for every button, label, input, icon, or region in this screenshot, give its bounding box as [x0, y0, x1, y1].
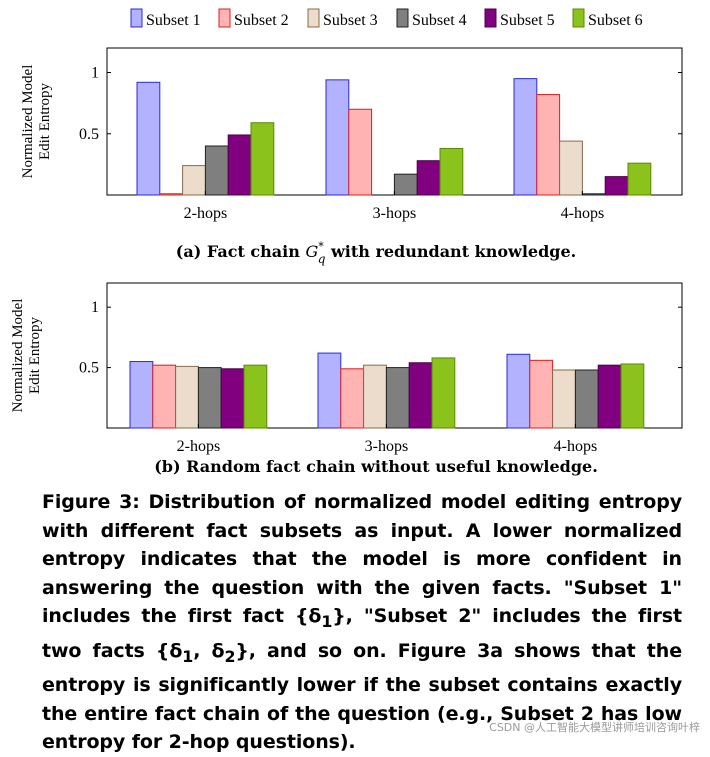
bar-4-hops-subset-6: [620, 363, 645, 429]
chart-panel-a: 0.5 1 Normalized Model Edit Entropy 2-hops 3-…: [20, 47, 683, 266]
bar-3-hops-subset-2: [340, 368, 365, 429]
x-tick-label-3: 4-hops: [554, 438, 598, 455]
bar-4-hops-subset-3: [552, 369, 576, 429]
bar-4-hops-subset-2: [529, 359, 554, 429]
bar-4-hops-subset-6: [627, 162, 652, 196]
bar-3-hops-subset-5: [416, 160, 441, 196]
bar-2-hops-subset-2: [159, 193, 184, 196]
bar-2-hops-subset-2: [152, 364, 177, 429]
legend-label-1: Subset 1: [146, 12, 201, 29]
legend: Subset 1 Subset 2 Subset 3 Subset 4 Subset 5…: [130, 8, 643, 29]
bar-4-hops-subset-5: [597, 364, 622, 429]
bar-4-hops-subset-1: [513, 78, 538, 196]
figure-caption-sub-1: 1: [321, 612, 333, 632]
bar-3-hops-subset-6: [431, 357, 456, 429]
legend-label-4: Subset 4: [412, 12, 467, 29]
bar-4-hops-subset-1: [506, 353, 531, 429]
bar-2-hops-subset-3: [182, 165, 206, 196]
panel-caption: (b) Random fact chain without useful kno…: [154, 457, 598, 476]
bar-4-hops-subset-4: [581, 193, 606, 196]
bar-2-hops-subset-3: [175, 365, 199, 429]
bar-4-hops-subset-3: [559, 140, 583, 196]
y-tick-label: 0.5: [79, 360, 99, 377]
bar-3-hops-subset-1: [325, 79, 350, 196]
bar-4-hops-subset-2: [536, 94, 561, 196]
x-tick-label-1: 2-hops: [177, 438, 221, 455]
x-tick-label-2: 3-hops: [373, 205, 417, 222]
y-axis-label-line1: Normalized Model: [10, 299, 26, 413]
bar-4-hops-subset-5: [604, 176, 629, 196]
figure-caption-sub-2: 1: [182, 646, 194, 666]
figure-caption-delta-open-1: {δ: [294, 605, 322, 628]
bar-2-hops-subset-6: [250, 122, 275, 196]
y-tick-label: 0.5: [79, 126, 99, 143]
bar-3-hops-subset-6: [439, 147, 464, 196]
legend-swatch-5: [484, 8, 497, 28]
legend-label-3: Subset 3: [323, 12, 378, 29]
bar-3-hops-subset-3: [363, 364, 387, 429]
x-tick-label-2: 3-hops: [365, 438, 409, 455]
legend-label-6: Subset 6: [588, 12, 643, 29]
panel-caption: (a) Fact chain G* q with redundant knowle…: [176, 240, 576, 266]
bar-3-hops-subset-2: [348, 108, 373, 196]
y-tick-label: 1: [91, 65, 99, 82]
figure-canvas: Subset 1 Subset 2 Subset 3 Subset 4 Subset 5…: [10, 8, 683, 476]
bar-2-hops-subset-1: [136, 81, 161, 196]
figure-caption-delta-2: , δ: [193, 639, 225, 662]
chart-panel-b: 0.5 1 Normalized Model Edit Entropy 2-hops 3-…: [10, 282, 683, 476]
bar-2-hops-subset-4: [197, 367, 222, 429]
y-axis-label-line1: Normalized Model: [20, 65, 36, 179]
x-tick-label-3: 4-hops: [561, 205, 605, 222]
legend-swatch-3: [307, 8, 320, 28]
watermark: CSDN @人工智能大模型讲师培训咨询叶梓: [489, 721, 700, 734]
legend-label-2: Subset 2: [234, 12, 289, 29]
bar-3-hops-subset-1: [317, 352, 342, 429]
bar-3-hops-subset-4: [393, 173, 418, 196]
legend-swatch-2: [218, 8, 231, 28]
figure-caption-text-1: Figure 3: Distribution of normalized mod…: [42, 491, 682, 628]
x-tick-label-1: 2-hops: [184, 205, 228, 222]
figure-caption-sub-3: 2: [224, 646, 236, 666]
bar-2-hops-subset-5: [220, 368, 245, 429]
bar-3-hops-subset-4: [385, 367, 410, 429]
bar-2-hops-subset-5: [227, 134, 252, 196]
legend-swatch-4: [396, 8, 409, 28]
bar-2-hops-subset-6: [243, 364, 268, 429]
y-tick-label: 1: [91, 299, 99, 316]
bar-2-hops-subset-4: [204, 145, 229, 196]
y-axis-label-line2: Edit Entropy: [27, 316, 43, 394]
figure-caption: Figure 3: Distribution of normalized mod…: [42, 488, 682, 757]
legend-swatch-6: [572, 8, 585, 28]
bar-4-hops-subset-4: [574, 369, 599, 429]
bar-3-hops-subset-5: [408, 362, 433, 429]
figure-caption-text-2: }, "Subset 2" includes the first two fac…: [42, 605, 682, 662]
legend-label-5: Subset 5: [500, 12, 555, 29]
y-axis-label-line2: Edit Entropy: [37, 82, 53, 160]
legend-swatch-1: [130, 8, 143, 28]
bar-2-hops-subset-1: [129, 361, 154, 429]
